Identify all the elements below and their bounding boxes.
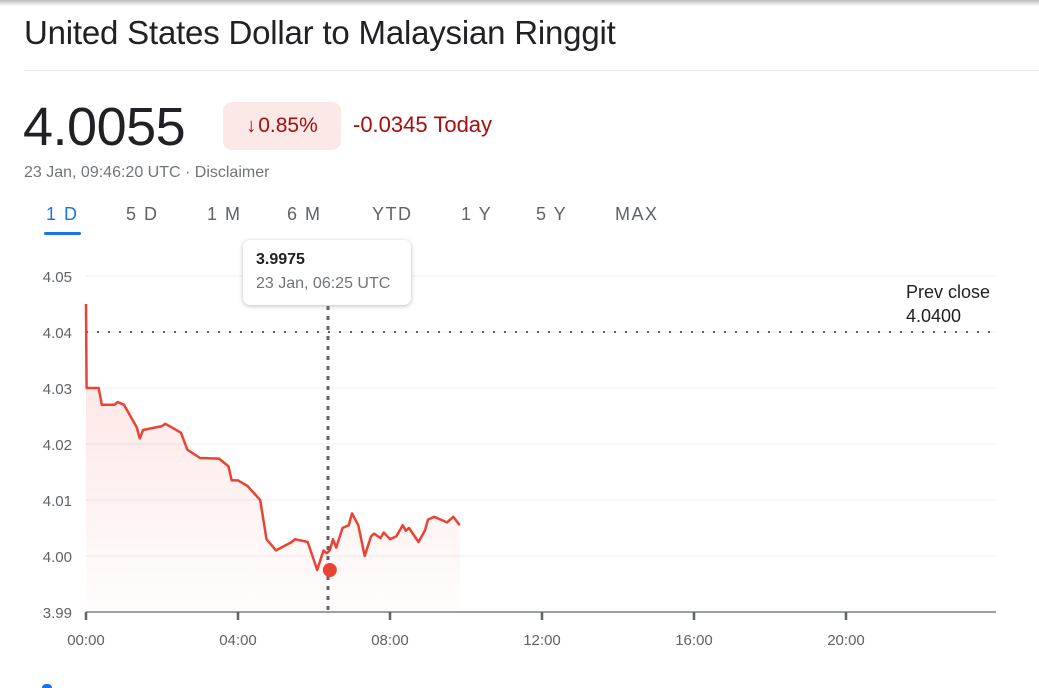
bottom-partial-icon	[42, 684, 52, 688]
arrow-down-icon: ↓	[246, 114, 257, 137]
tab-6m[interactable]: 6 M	[287, 204, 322, 224]
tab-1d[interactable]: 1 D	[46, 204, 79, 224]
prev-close-label: Prev close 4.0400	[906, 280, 990, 328]
price-area-fill	[86, 304, 460, 612]
tab-max[interactable]: MAX	[615, 204, 659, 224]
disclaimer-link[interactable]: Disclaimer	[194, 164, 270, 181]
prev-close-value: 4.0400	[906, 306, 962, 326]
svg-text:08:00: 08:00	[371, 632, 409, 649]
svg-text:4.00: 4.00	[43, 549, 72, 566]
top-shadow	[0, 0, 1039, 6]
prev-close-title: Prev close	[906, 282, 991, 302]
svg-text:4.03: 4.03	[43, 381, 72, 398]
svg-text:4.05: 4.05	[43, 269, 72, 286]
tab-ytd[interactable]: YTD	[372, 204, 413, 224]
svg-text:20:00: 20:00	[827, 632, 865, 649]
current-price: 4.0055	[23, 97, 186, 157]
meta-separator: ·	[180, 164, 195, 181]
tab-1y[interactable]: 1 Y	[461, 204, 493, 224]
svg-text:4.04: 4.04	[43, 325, 72, 342]
price-line	[84, 303, 461, 572]
svg-text:16:00: 16:00	[675, 632, 713, 649]
change-percent-badge: ↓ 0.85%	[223, 102, 341, 150]
tab-5y[interactable]: 5 Y	[536, 204, 568, 224]
page-title: United States Dollar to Malaysian Ringgi…	[24, 14, 616, 51]
svg-text:4.01: 4.01	[43, 493, 72, 510]
tab-5d[interactable]: 5 D	[126, 204, 159, 224]
quote-meta: 23 Jan, 09:46:20 UTC · Disclaimer	[24, 164, 269, 182]
svg-text:12:00: 12:00	[523, 632, 561, 649]
y-axis-labels: 4.05 4.04 4.03 4.02 4.01 4.00 3.99	[43, 269, 72, 622]
svg-text:04:00: 04:00	[219, 632, 257, 649]
svg-text:00:00: 00:00	[67, 632, 105, 649]
change-percent: 0.85%	[258, 114, 318, 137]
svg-text:4.02: 4.02	[43, 437, 72, 454]
tooltip-value: 3.9975	[256, 251, 305, 268]
tooltip-time: 23 Jan, 06:25 UTC	[256, 275, 391, 292]
svg-text:3.99: 3.99	[43, 605, 72, 622]
price-chart[interactable]: 4.054.044.034.024.014.003.99 00:00 04:00 0…	[0, 240, 1039, 660]
active-tab-indicator	[44, 232, 81, 235]
hover-tooltip: 3.9975 23 Jan, 06:25 UTC	[243, 240, 411, 305]
change-absolute: -0.0345 Today	[353, 112, 493, 137]
tab-1m[interactable]: 1 M	[207, 204, 242, 224]
highlight-point	[322, 563, 337, 577]
x-axis-ticks: 00:00 04:00 08:00 12:00 16:00 20:00	[67, 612, 865, 649]
title-divider	[24, 70, 1039, 71]
quote-timestamp: 23 Jan, 09:46:20 UTC	[24, 164, 181, 181]
